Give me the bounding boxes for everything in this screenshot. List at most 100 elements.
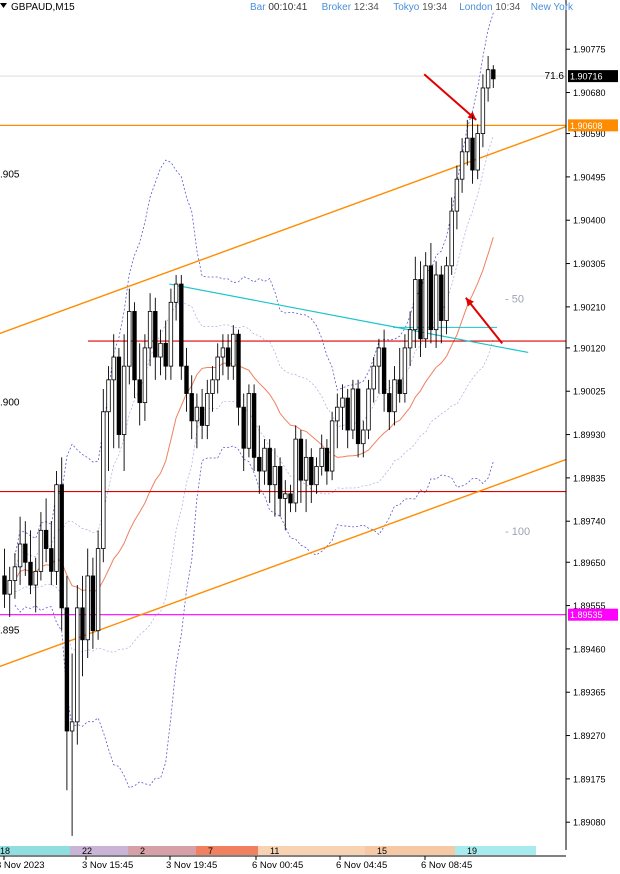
bollinger-upper-inner bbox=[14, 135, 494, 570]
candle-bear-body bbox=[163, 342, 168, 367]
price-tick-label: 1.90775 bbox=[573, 45, 606, 55]
candle bbox=[392, 366, 397, 426]
candle bbox=[335, 393, 340, 449]
price-tick-label: 1.89460 bbox=[573, 644, 606, 654]
candle bbox=[418, 261, 423, 358]
background-layer: .905 .900 .895 - 50 - 100 bbox=[0, 170, 530, 637]
round-level-label: .900 bbox=[0, 398, 20, 409]
price-tick-label: 1.89270 bbox=[573, 731, 606, 741]
hour-bar-segment bbox=[128, 846, 196, 855]
candle bbox=[309, 448, 314, 503]
candle bbox=[480, 74, 486, 148]
hour-bar-segment bbox=[258, 846, 365, 855]
time-tick-label: 6 Nov 08:45 bbox=[421, 860, 472, 871]
candle bbox=[454, 165, 460, 230]
candle bbox=[303, 439, 309, 513]
candle-bear-body bbox=[309, 456, 314, 486]
candle bbox=[101, 388, 106, 563]
time-tick-label: 3 Nov 19:45 bbox=[166, 860, 217, 871]
price-tick-label: 1.90590 bbox=[573, 129, 606, 139]
candle bbox=[64, 575, 70, 791]
candle-bull-body bbox=[173, 283, 179, 303]
candle-bull-body bbox=[402, 347, 408, 394]
session-clock-broker: Broker 12:34 bbox=[322, 2, 380, 13]
candle-bear-body bbox=[387, 393, 392, 413]
candle bbox=[283, 480, 288, 531]
candle-bull-body bbox=[158, 342, 163, 358]
price-tick-label: 1.90400 bbox=[573, 216, 606, 226]
price-tick-label: 1.89555 bbox=[573, 601, 606, 611]
candle-bear-body bbox=[288, 493, 293, 504]
time-tick-label: 3 Nov 15:45 bbox=[82, 860, 133, 871]
indicator-value-label: 71.6 bbox=[545, 71, 565, 82]
candle bbox=[251, 384, 257, 472]
candle bbox=[345, 388, 350, 449]
candle-bull-body bbox=[329, 420, 335, 472]
candle bbox=[17, 516, 23, 586]
candle bbox=[23, 521, 28, 576]
candle bbox=[491, 65, 496, 88]
candle bbox=[28, 530, 33, 595]
candle bbox=[116, 347, 122, 449]
price-tick-label: 1.90680 bbox=[573, 88, 606, 98]
candle-bull-body bbox=[33, 570, 38, 586]
candle-bull-body bbox=[376, 347, 382, 367]
candle-bull-body bbox=[407, 329, 413, 349]
candle-bull-body bbox=[293, 438, 298, 504]
candle-bear-body bbox=[225, 347, 231, 367]
candle bbox=[225, 334, 231, 380]
hour-bar-label: 19 bbox=[467, 846, 477, 856]
candle bbox=[54, 471, 59, 586]
candle bbox=[381, 329, 387, 412]
candle bbox=[407, 311, 413, 367]
candle-bull-body bbox=[361, 429, 366, 445]
hline-price-tag-magenta bbox=[568, 608, 618, 621]
candle bbox=[49, 521, 54, 586]
time-axis: 18 22 2 7 11 15 193 Nov 2023 3 Nov 15:45 3 Nov 1… bbox=[0, 846, 566, 871]
candle bbox=[147, 293, 153, 367]
candle bbox=[350, 379, 356, 440]
candle bbox=[288, 484, 293, 513]
candle bbox=[428, 243, 434, 344]
candle bbox=[12, 553, 18, 599]
candle-bear-body bbox=[116, 356, 122, 435]
candle-bull-body bbox=[283, 493, 288, 499]
hour-bar-label: 11 bbox=[270, 846, 279, 856]
hour-bar-label: 22 bbox=[82, 846, 92, 856]
candle-bear-body bbox=[2, 575, 7, 595]
candle bbox=[262, 439, 267, 485]
candle-bear-body bbox=[59, 484, 64, 609]
time-tick-label: 6 Nov 00:45 bbox=[252, 860, 303, 871]
candle bbox=[85, 548, 90, 659]
candle-bull-body bbox=[75, 607, 80, 723]
candle bbox=[90, 557, 96, 649]
chart-menu-triangle-icon[interactable] bbox=[0, 3, 7, 8]
candle bbox=[319, 434, 324, 476]
candle bbox=[38, 512, 44, 581]
candle-bull-body bbox=[101, 411, 106, 549]
candle-bull-body bbox=[7, 580, 12, 595]
candle-bear-body bbox=[179, 283, 184, 367]
candle-bear-body bbox=[277, 466, 283, 499]
candle bbox=[459, 138, 465, 193]
candle bbox=[75, 585, 80, 745]
trend-channel-line-2 bbox=[0, 439, 620, 668]
candle-bear-body bbox=[90, 575, 96, 632]
current-price-label: 1.90716 bbox=[570, 72, 603, 82]
price-axis: 1.90775 1.90680 1.90590 1.90495 1.90400 1.903… bbox=[565, 0, 620, 874]
candle-bull-body bbox=[480, 87, 486, 134]
candle bbox=[366, 379, 371, 440]
candle-bull-body bbox=[475, 133, 480, 171]
hour-bar-segment bbox=[0, 846, 70, 855]
hour-bar-label: 7 bbox=[208, 846, 213, 856]
fib-level-label: - 50 bbox=[505, 293, 524, 305]
candle-bull-body bbox=[54, 484, 59, 572]
candle-bull-body bbox=[142, 347, 148, 404]
candle bbox=[298, 430, 304, 503]
candle-bull-body bbox=[85, 575, 90, 641]
candle-bull-body bbox=[335, 406, 340, 422]
price-tick-label: 1.89175 bbox=[573, 774, 606, 784]
candle-bear-body bbox=[199, 406, 205, 426]
candle-bear-body bbox=[491, 69, 496, 80]
